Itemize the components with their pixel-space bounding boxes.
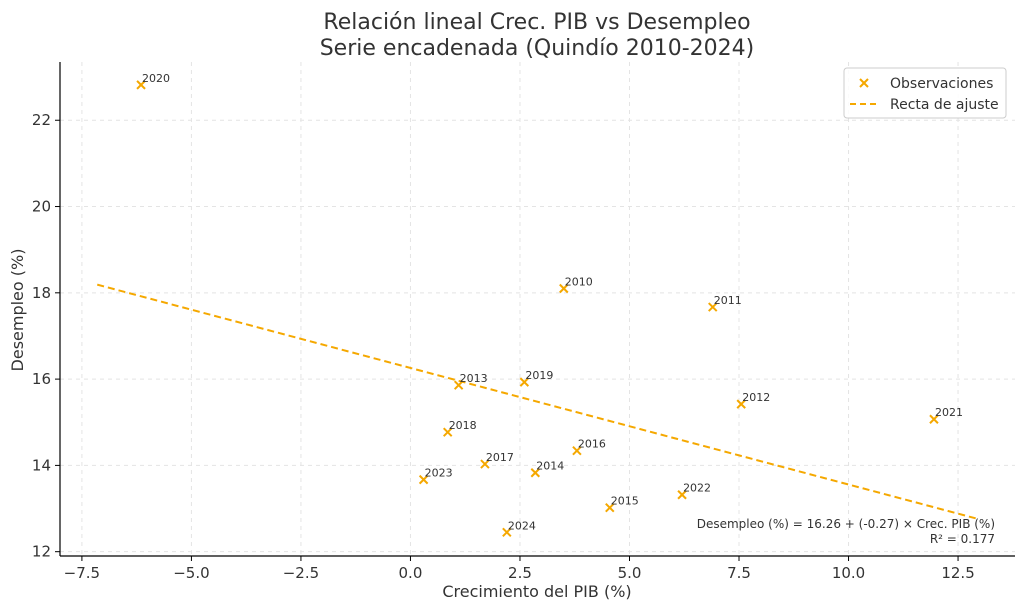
ticks: −7.5 −5.0 −2.5 0.0 2.5 5.0 7.5 10.0 12.5 12 14 16 18… [32, 111, 975, 582]
chart-subtitle: Serie encadenada (Quindío 2010-2024) [320, 36, 755, 61]
point-label: 2013 [460, 372, 488, 385]
point-mark [677, 490, 687, 500]
x-tick-label: −7.5 [64, 564, 100, 582]
point-2024: 2024 [502, 519, 536, 537]
x-tick-label: 7.5 [727, 564, 751, 582]
legend: Observaciones Recta de ajuste [843, 67, 1007, 119]
point-label: 2022 [683, 482, 711, 495]
point-label: 2014 [536, 460, 564, 473]
point-mark [502, 527, 512, 537]
r-squared-annotation: R² = 0.177 [930, 532, 995, 546]
point-label: 2017 [486, 451, 514, 464]
point-2013: 2013 [453, 372, 488, 390]
point-mark [929, 414, 939, 424]
point-2019: 2019 [519, 369, 553, 387]
y-tick-label: 20 [32, 198, 51, 216]
y-tick-label: 16 [32, 370, 51, 388]
point-2012: 2012 [736, 391, 770, 409]
x-tick-label: 12.5 [941, 564, 974, 582]
point-2022: 2022 [677, 482, 711, 500]
x-tick-label: −2.5 [283, 564, 319, 582]
x-tick-label: −5.0 [173, 564, 209, 582]
point-mark [442, 427, 453, 437]
point-label: 2010 [565, 276, 593, 289]
x-tick-label: 10.0 [832, 564, 865, 582]
point-2023: 2023 [418, 467, 453, 485]
point-mark [572, 446, 582, 456]
fit-line [96, 283, 979, 520]
point-mark [418, 474, 429, 485]
point-label: 2016 [578, 438, 606, 451]
chart-title: Relación lineal Crec. PIB vs Desempleo [323, 10, 750, 35]
legend-observaciones: Observaciones [890, 76, 993, 92]
point-2014: 2014 [530, 460, 564, 478]
y-tick-label: 22 [32, 111, 51, 129]
point-2018: 2018 [442, 419, 477, 437]
point-2020: 2020 [136, 72, 170, 90]
x-tick-label: 5.0 [618, 564, 642, 582]
legend-box [843, 67, 1007, 119]
point-2017: 2017 [480, 451, 514, 469]
point-label: 2012 [742, 391, 770, 404]
point-mark [136, 80, 146, 90]
point-label: 2015 [611, 495, 639, 508]
x-tick-label: 2.5 [508, 564, 532, 582]
point-2015: 2015 [605, 495, 639, 513]
fit-line-layer [96, 283, 979, 520]
point-label: 2023 [425, 467, 453, 480]
point-2011: 2011 [708, 294, 742, 312]
x-tick-label: 0.0 [399, 564, 423, 582]
legend-recta-de-ajuste: Recta de ajuste [890, 97, 999, 113]
point-mark [453, 380, 464, 390]
y-tick-label: 14 [32, 456, 51, 474]
point-label: 2024 [508, 519, 536, 532]
point-label: 2018 [449, 419, 477, 432]
point-label: 2019 [525, 369, 553, 382]
point-label: 2021 [935, 406, 963, 419]
point-2010: 2010 [559, 276, 593, 294]
points-layer: 2010 2011 2012 2013 2014 2015 2016 2017 2018 2019… [136, 72, 963, 537]
point-2021: 2021 [929, 406, 963, 424]
grid [60, 62, 1015, 556]
point-mark [480, 459, 490, 469]
y-axis-label: Desempleo (%) [8, 249, 27, 372]
point-label: 2011 [714, 294, 742, 307]
legend-marker-icon [859, 78, 869, 88]
point-mark [530, 468, 541, 478]
point-2016: 2016 [572, 438, 606, 456]
y-tick-label: 12 [32, 543, 51, 561]
point-mark [708, 302, 718, 312]
point-mark [605, 502, 615, 513]
point-mark [519, 377, 530, 387]
point-label: 2020 [142, 72, 170, 85]
point-mark [559, 283, 569, 294]
equation-annotation: Desempleo (%) = 16.26 + (-0.27) × Crec. … [697, 517, 995, 531]
point-mark [736, 399, 746, 409]
y-tick-label: 18 [32, 284, 51, 302]
axes [59, 62, 1015, 557]
x-axis-label: Crecimiento del PIB (%) [442, 582, 631, 601]
